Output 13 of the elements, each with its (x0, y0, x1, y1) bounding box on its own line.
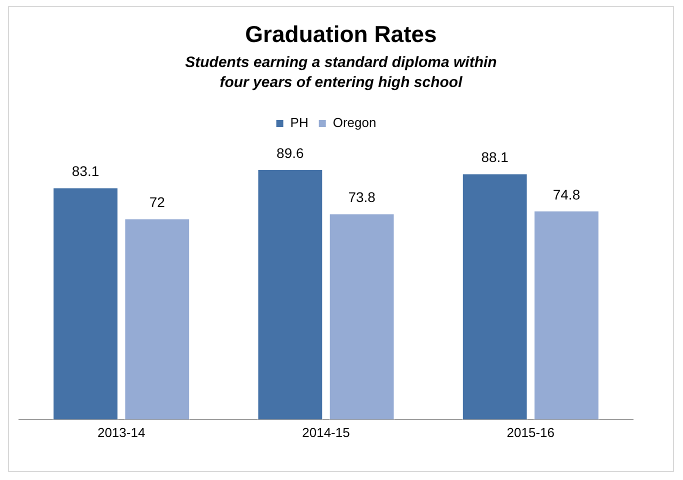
data-label: 83.1 (72, 163, 100, 180)
data-label: 74.8 (552, 186, 580, 202)
chart-subtitle: Students earning a standard diploma within four years of entering high school (184, 53, 498, 93)
legend-label: PH (290, 115, 308, 130)
chart-title: Graduation Rates (244, 21, 438, 48)
data-label: 73.8 (348, 189, 376, 206)
x-tick-label: 2013-14 (97, 424, 146, 440)
data-label: 72 (149, 194, 166, 210)
data-label: 89.6 (276, 144, 304, 161)
x-tick-label: 2015-16 (506, 424, 555, 440)
x-tick-label: 2014-15 (302, 424, 350, 440)
legend-label: Oregon (332, 115, 376, 130)
data-label: 88.1 (481, 149, 509, 166)
